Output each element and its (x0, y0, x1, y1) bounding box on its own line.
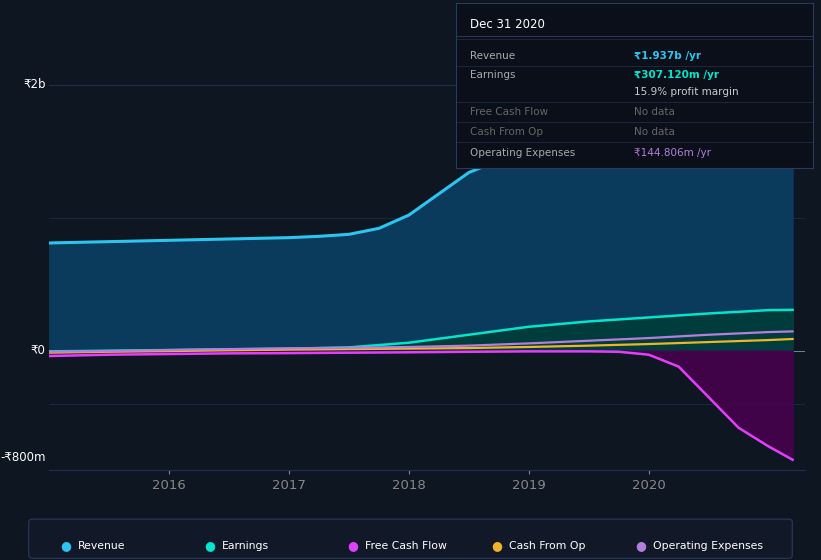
Text: ₹2b: ₹2b (23, 78, 45, 91)
Text: Cash From Op: Cash From Op (509, 541, 585, 551)
Text: Cash From Op: Cash From Op (470, 127, 543, 137)
Text: Earnings: Earnings (470, 71, 516, 81)
Text: ●: ● (60, 539, 71, 553)
Text: Dec 31 2020: Dec 31 2020 (470, 18, 545, 31)
Text: 15.9% profit margin: 15.9% profit margin (635, 87, 739, 97)
Text: Operating Expenses: Operating Expenses (653, 541, 763, 551)
Text: Revenue: Revenue (78, 541, 126, 551)
Text: ₹144.806m /yr: ₹144.806m /yr (635, 148, 711, 158)
Text: Revenue: Revenue (470, 50, 515, 60)
Text: ₹1.937b /yr: ₹1.937b /yr (635, 50, 701, 60)
Text: Operating Expenses: Operating Expenses (470, 148, 576, 158)
Text: No data: No data (635, 127, 675, 137)
Text: ₹307.120m /yr: ₹307.120m /yr (635, 71, 719, 81)
Text: No data: No data (635, 107, 675, 117)
Text: Earnings: Earnings (222, 541, 268, 551)
Text: ●: ● (635, 539, 646, 553)
Text: Free Cash Flow: Free Cash Flow (470, 107, 548, 117)
Text: ₹0: ₹0 (30, 344, 45, 357)
Text: Free Cash Flow: Free Cash Flow (365, 541, 447, 551)
Text: ●: ● (491, 539, 502, 553)
Text: ●: ● (347, 539, 359, 553)
Text: ●: ● (204, 539, 215, 553)
Text: -₹800m: -₹800m (0, 451, 45, 464)
